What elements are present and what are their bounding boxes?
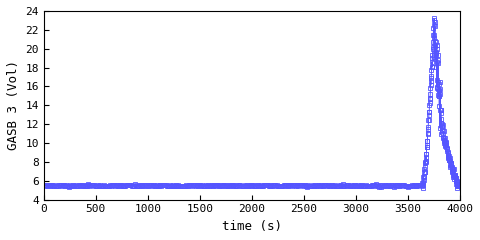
X-axis label: time (s): time (s) — [222, 220, 282, 233]
Y-axis label: GASB 3 (Vol): GASB 3 (Vol) — [7, 60, 20, 150]
